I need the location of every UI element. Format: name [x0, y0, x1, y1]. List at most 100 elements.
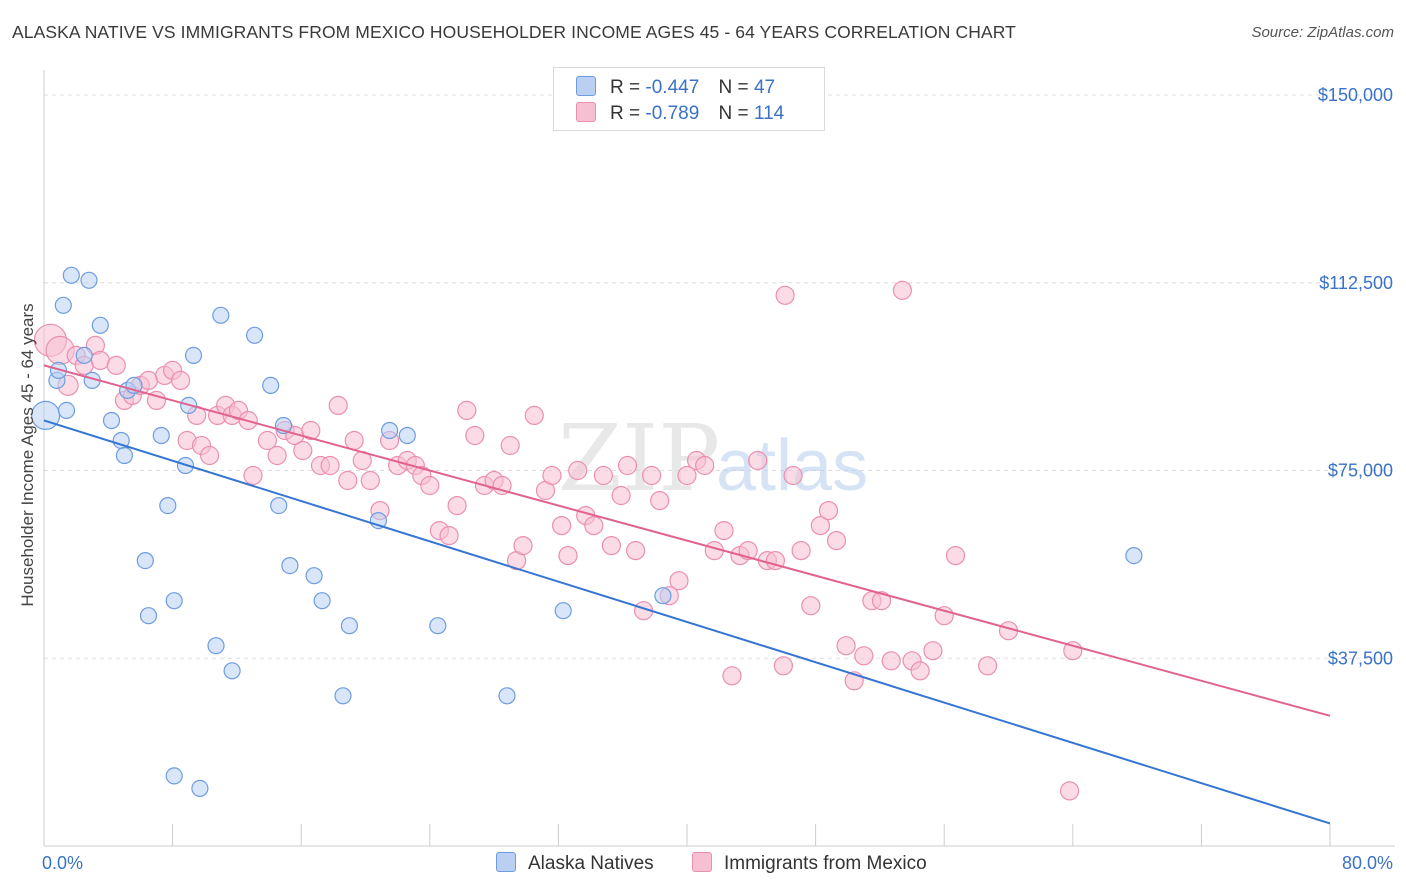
- alaska-native-point: [152, 426, 170, 445]
- mexico-point: [748, 450, 768, 471]
- alaska-native-point: [49, 361, 68, 379]
- bottom-legend-label: Alaska Natives: [528, 853, 654, 874]
- mexico-point: [513, 535, 533, 556]
- alaska-native-point: [212, 306, 230, 324]
- alaska-native-point: [91, 316, 109, 334]
- x-tick-label: 0.0%: [42, 853, 83, 873]
- mexico-point: [826, 530, 847, 551]
- alaska-native-point: [207, 637, 225, 655]
- mexico-point: [669, 571, 689, 591]
- alaska-native-point: [498, 687, 516, 705]
- mexico-point: [90, 350, 110, 370]
- alaska-native-point: [57, 401, 76, 419]
- alaska-native-point: [305, 567, 323, 585]
- correlation-legend: R = -0.447 N = 47 R = -0.789 N = 114: [553, 67, 825, 131]
- alaska-native-point: [75, 346, 93, 364]
- mexico-point: [871, 591, 892, 611]
- bottom-legend-label: Immigrants from Mexico: [724, 853, 927, 874]
- legend-r-value: -0.789: [645, 103, 700, 124]
- tick-labels: $37,500 $75,000 $112,500 $150,000 0.0% 80.0%: [42, 85, 1393, 873]
- mexico-point: [945, 545, 966, 566]
- alaska-native-point: [429, 617, 447, 635]
- y-axis-label: Householder Income Ages 45 - 64 years: [18, 303, 37, 606]
- mexico-point: [773, 656, 794, 676]
- mexico-point: [854, 646, 874, 666]
- source-credit: Source: ZipAtlas.com: [1251, 24, 1394, 41]
- mexico-point: [447, 496, 467, 516]
- alaska-native-point: [139, 607, 158, 625]
- mexico-point: [500, 435, 520, 456]
- alaska-native-point: [165, 592, 183, 610]
- mexico-point: [344, 430, 364, 451]
- mexico-trend-line: [43, 364, 1331, 717]
- alaska-native-point: [184, 346, 203, 364]
- legend-row-immigrants-from-mexico: R = -0.789 N = 114: [576, 102, 784, 124]
- alaska-native-point: [102, 411, 121, 430]
- mexico-point: [836, 636, 856, 656]
- mexico-point: [328, 395, 348, 415]
- legend-n-value: 114: [753, 103, 785, 124]
- mexico-point: [320, 455, 340, 476]
- alaska-native-point: [313, 592, 331, 610]
- alaska-native-point: [80, 271, 98, 289]
- alaska-native-point: [54, 296, 72, 314]
- legend-n-label: N =: [718, 103, 749, 124]
- alaska-native-point: [381, 421, 399, 440]
- axes: [43, 70, 1395, 847]
- trend-lines: [43, 364, 1331, 825]
- mexico-point: [650, 491, 670, 511]
- legend-r-value: -0.447: [645, 77, 700, 98]
- alaska-native-point: [191, 779, 209, 798]
- alaska-native-point: [654, 587, 672, 605]
- mexico-point: [338, 470, 358, 491]
- mexico-point: [791, 540, 811, 561]
- mexico-point: [810, 515, 831, 536]
- y-tick-label: $37,500: [1328, 648, 1393, 668]
- mexico-point: [360, 470, 380, 491]
- alaska-native-point: [1125, 546, 1143, 565]
- mexico-point: [293, 440, 313, 461]
- legend-row-alaska-natives: R = -0.447 N = 47: [576, 76, 775, 98]
- alaska-native-point: [340, 617, 358, 635]
- mexico-point: [568, 460, 588, 481]
- alaska-native-point: [281, 556, 299, 575]
- bottom-legend-swatch-pink: [692, 852, 712, 872]
- mexico-point: [783, 465, 803, 486]
- mexico-point: [267, 445, 287, 466]
- alaska-native-point: [262, 376, 280, 394]
- legend-n-value: 47: [753, 77, 776, 98]
- alaska-native-point: [334, 687, 352, 705]
- alaska-native-point: [159, 497, 177, 515]
- bottom-legend-immigrants-from-mexico: Immigrants from Mexico: [692, 852, 927, 875]
- mexico-point: [171, 370, 191, 390]
- mexico-point: [611, 485, 631, 506]
- mexico-point: [617, 455, 638, 476]
- alaska-native-point: [115, 446, 134, 465]
- mexico-point: [1059, 781, 1080, 801]
- mexico-point: [584, 515, 604, 536]
- alaska-native-point: [62, 266, 80, 284]
- mexico-point: [714, 520, 734, 541]
- mexico-point: [106, 355, 126, 375]
- alaska-natives-trend-line: [43, 419, 1331, 825]
- mexico-point: [457, 400, 477, 420]
- mexico-point: [601, 535, 622, 556]
- mexico-point: [910, 661, 930, 681]
- alaska-native-point: [223, 662, 241, 680]
- bottom-legend-alaska-natives: Alaska Natives: [496, 852, 654, 875]
- mexico-point: [243, 465, 263, 486]
- alaska-native-point: [398, 426, 416, 445]
- mexico-point: [420, 475, 440, 496]
- mexico-point: [625, 540, 646, 561]
- mexico-point: [695, 455, 715, 476]
- mexico-point: [977, 656, 998, 676]
- mexico-point: [892, 280, 913, 300]
- legend-swatch-blue: [576, 76, 596, 96]
- mexico-point: [200, 445, 220, 466]
- mexico-point: [641, 465, 662, 486]
- legend-swatch-pink: [576, 102, 596, 122]
- mexico-point: [677, 465, 697, 486]
- mexico-point: [542, 465, 562, 486]
- alaska-native-point: [165, 767, 183, 785]
